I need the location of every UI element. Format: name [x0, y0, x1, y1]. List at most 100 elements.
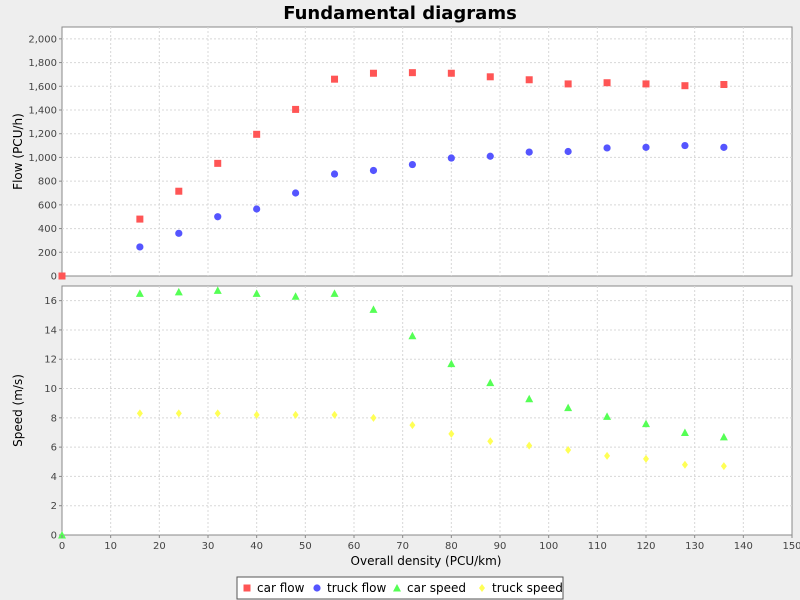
y-tick-label: 1,400: [28, 106, 57, 117]
legend-item-car-flow: car flow: [243, 581, 305, 595]
car-flow-point: [720, 81, 728, 89]
car-speed-point: [135, 289, 144, 297]
truck-flow-point: [136, 243, 144, 251]
truck-speed-point: [136, 409, 143, 418]
legend-label: car flow: [257, 581, 305, 595]
car-speed-point: [719, 432, 728, 441]
x-tick-label: 10: [104, 541, 117, 552]
x-tick-label: 130: [685, 541, 704, 552]
y-tick-label: 1,200: [28, 129, 57, 140]
truck-flow-point: [214, 213, 222, 221]
y-tick-label: 400: [38, 224, 57, 235]
x-tick-label: 110: [588, 541, 607, 552]
y-tick-label: 10: [44, 384, 57, 395]
car-flow-point: [292, 105, 300, 113]
legend-item-truck-speed: truck speed: [479, 581, 563, 595]
truck-speed-point: [253, 410, 260, 419]
legend-marker: [479, 584, 485, 592]
car-flow-point: [58, 272, 66, 280]
y-tick-label: 2,000: [28, 34, 57, 45]
x-axis-ticks: 0 10 20 30 40 50 60 70 80 90 100 110 120 130 140 150: [59, 535, 800, 552]
car-speed-point: [603, 412, 612, 420]
legend-box: [236, 576, 564, 600]
truck-flow-point: [681, 141, 689, 150]
car-flow-point: [525, 76, 533, 84]
legend-item-car-speed: car speed: [393, 581, 466, 595]
truck-flow-point: [292, 189, 300, 197]
truck-speed-point: [720, 462, 727, 471]
x-tick-label: 80: [445, 541, 458, 552]
car-speed-point: [174, 287, 183, 296]
y-tick-label: 16: [44, 296, 57, 307]
car-speed-point: [330, 289, 339, 297]
truck-flow-point: [175, 229, 183, 237]
y-tick-label: 1,600: [28, 82, 57, 93]
car-speed-point: [525, 394, 534, 403]
flow-y-ticks: 0 200 400 600 800 1,000 1,200 1,400 1,600 1,800 2,…: [28, 34, 62, 283]
car-speed-series: [58, 286, 728, 539]
x-tick-label: 0: [59, 541, 65, 552]
speed-gridlines: [62, 286, 792, 535]
truck-speed-point: [448, 429, 455, 438]
x-tick-label: 90: [494, 541, 507, 552]
truck-speed-series: [136, 409, 727, 471]
x-axis-label: Overall density (PCU/km): [351, 554, 502, 568]
car-flow-point: [136, 215, 144, 223]
truck-flow-point: [408, 160, 416, 169]
car-flow-point: [331, 75, 339, 83]
y-tick-label: 1,000: [28, 153, 57, 164]
flow-plot-area: [61, 26, 793, 277]
truck-speed-point: [565, 446, 572, 455]
y-tick-label: 200: [38, 248, 57, 259]
speed-marks: [58, 286, 728, 539]
car-flow-point: [175, 187, 183, 195]
y-tick-label: 0: [51, 272, 57, 283]
truck-flow-point: [720, 143, 728, 151]
x-tick-label: 70: [396, 541, 409, 552]
y-tick-label: 2: [51, 501, 57, 512]
truck-speed-point: [681, 460, 688, 469]
car-flow-series: [58, 69, 728, 280]
speed-plot-area: [61, 285, 793, 536]
truck-flow-series: [136, 141, 728, 251]
legend-item-truck-flow: truck flow: [313, 581, 387, 595]
legend-label: truck flow: [327, 581, 387, 595]
car-flow-point: [447, 69, 455, 77]
car-speed-point: [291, 292, 300, 300]
car-speed-point: [369, 305, 378, 313]
y-tick-label: 4: [51, 472, 57, 483]
car-speed-point: [213, 286, 222, 294]
car-flow-point: [253, 130, 261, 138]
car-speed-point: [447, 359, 456, 368]
x-tick-label: 50: [299, 541, 312, 552]
truck-flow-point: [447, 154, 455, 162]
y-tick-label: 6: [51, 443, 57, 454]
truck-flow-point: [369, 166, 378, 175]
car-flow-point: [642, 80, 650, 88]
truck-speed-point: [487, 437, 494, 446]
y-tick-label: 14: [44, 325, 57, 336]
x-tick-label: 140: [734, 541, 753, 552]
car-speed-point: [564, 403, 573, 412]
speed-y-ticks: 0 2 4 6 8 10 12 14 16: [44, 296, 62, 542]
legend-label: car speed: [407, 581, 466, 595]
truck-speed-point: [214, 409, 221, 418]
speed-y-axis-label: Speed (m/s): [11, 374, 25, 447]
truck-speed-point: [370, 413, 377, 422]
car-flow-point: [564, 80, 572, 88]
truck-speed-point: [604, 451, 611, 460]
flow-y-axis-label: Flow (PCU/h): [11, 113, 25, 190]
x-tick-label: 100: [539, 541, 558, 552]
car-flow-point: [408, 69, 416, 77]
car-speed-point: [642, 419, 650, 428]
car-speed-point: [680, 428, 689, 436]
car-speed-point: [58, 531, 66, 539]
truck-flow-point: [330, 170, 339, 178]
truck-flow-point: [253, 205, 261, 213]
y-tick-label: 8: [51, 413, 57, 424]
flow-gridlines: [62, 27, 792, 276]
truck-flow-point: [486, 152, 494, 160]
chart-title: Fundamental diagrams: [283, 3, 517, 24]
x-tick-label: 30: [202, 541, 215, 552]
